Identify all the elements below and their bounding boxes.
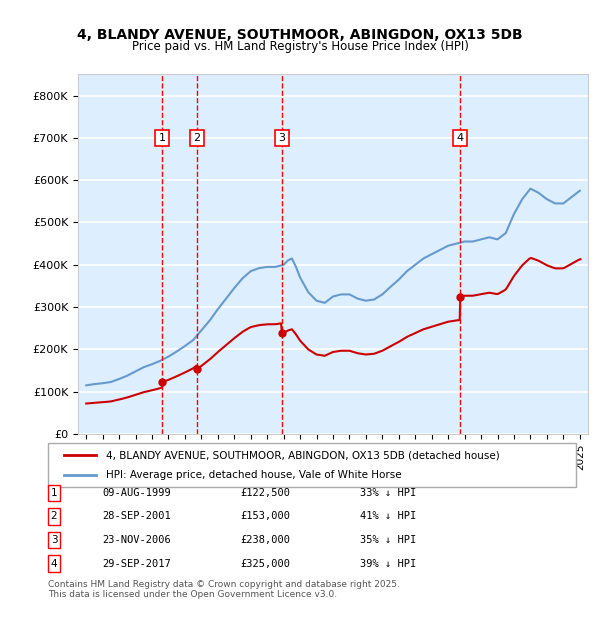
- Text: £325,000: £325,000: [240, 559, 290, 569]
- Text: 33% ↓ HPI: 33% ↓ HPI: [360, 488, 416, 498]
- Text: 2: 2: [194, 133, 200, 143]
- Text: 28-SEP-2001: 28-SEP-2001: [102, 512, 171, 521]
- Text: 4, BLANDY AVENUE, SOUTHMOOR, ABINGDON, OX13 5DB (detached house): 4, BLANDY AVENUE, SOUTHMOOR, ABINGDON, O…: [106, 451, 500, 461]
- Text: Contains HM Land Registry data © Crown copyright and database right 2025.
This d: Contains HM Land Registry data © Crown c…: [48, 580, 400, 599]
- Text: £122,500: £122,500: [240, 488, 290, 498]
- Text: 41% ↓ HPI: 41% ↓ HPI: [360, 512, 416, 521]
- Text: £153,000: £153,000: [240, 512, 290, 521]
- FancyBboxPatch shape: [48, 443, 576, 487]
- Text: 3: 3: [278, 133, 286, 143]
- Text: 4: 4: [50, 559, 58, 569]
- Text: 39% ↓ HPI: 39% ↓ HPI: [360, 559, 416, 569]
- Text: 23-NOV-2006: 23-NOV-2006: [102, 535, 171, 545]
- Text: 1: 1: [158, 133, 166, 143]
- Text: 4, BLANDY AVENUE, SOUTHMOOR, ABINGDON, OX13 5DB: 4, BLANDY AVENUE, SOUTHMOOR, ABINGDON, O…: [77, 28, 523, 42]
- Text: 35% ↓ HPI: 35% ↓ HPI: [360, 535, 416, 545]
- Text: 2: 2: [50, 512, 58, 521]
- Text: £238,000: £238,000: [240, 535, 290, 545]
- Text: 3: 3: [50, 535, 58, 545]
- Text: 4: 4: [457, 133, 464, 143]
- Text: 29-SEP-2017: 29-SEP-2017: [102, 559, 171, 569]
- Text: 09-AUG-1999: 09-AUG-1999: [102, 488, 171, 498]
- Text: Price paid vs. HM Land Registry's House Price Index (HPI): Price paid vs. HM Land Registry's House …: [131, 40, 469, 53]
- Text: HPI: Average price, detached house, Vale of White Horse: HPI: Average price, detached house, Vale…: [106, 469, 402, 479]
- Text: 1: 1: [50, 488, 58, 498]
